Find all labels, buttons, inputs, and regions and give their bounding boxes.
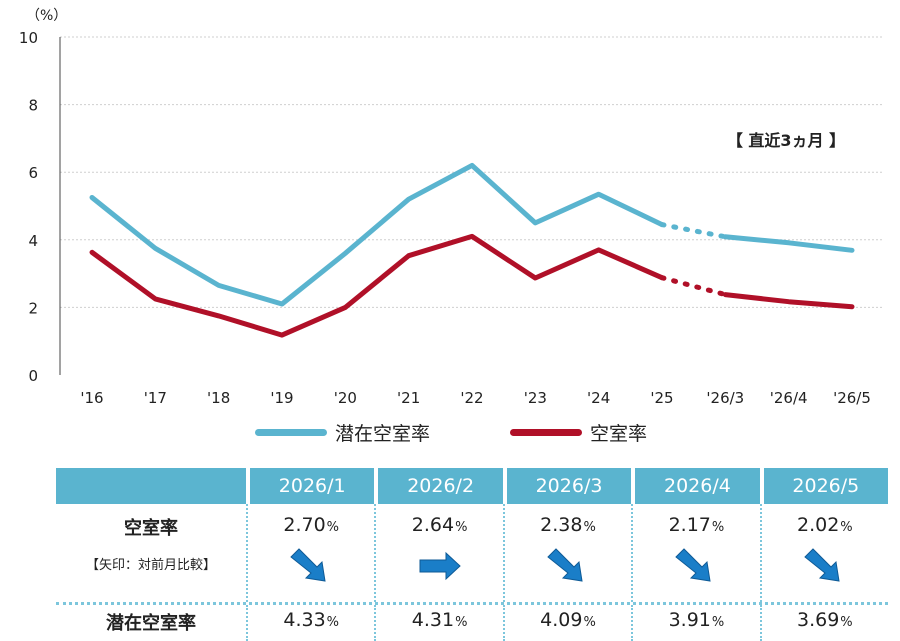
table-header-month: 2026/5: [763, 468, 889, 504]
vacancy-row-label-cell: 空室率 【矢印：対前月比較】: [56, 504, 246, 602]
potential-cell: 4.09%: [502, 605, 631, 641]
x-tick-label: '23: [524, 389, 547, 407]
y-unit-label: （%）: [26, 8, 67, 24]
trend-down-arrow-icon: [547, 548, 583, 582]
legend-label-vacancy: 空室率: [590, 422, 648, 445]
arrow-shape: [547, 548, 583, 582]
table-header-row: 2026/1 2026/2 2026/3 2026/4 2026/5: [56, 468, 889, 504]
series-line-dotted-1: [659, 275, 728, 298]
vacancy-cell: 2.70%: [246, 504, 374, 602]
legend-swatch-vacancy: [510, 428, 582, 436]
y-tick-label: 6: [28, 164, 38, 182]
vacancy-value: 2.70%: [283, 514, 340, 536]
series-line-recent-1: [722, 292, 855, 310]
x-tick-label: '25: [650, 389, 673, 407]
potential-row-label: 潜在空室率: [106, 613, 196, 634]
y-tick-label: 4: [28, 232, 38, 250]
series-line-annual-0: [89, 162, 665, 307]
potential-value: 3.69%: [796, 609, 853, 631]
potential-vacancy-row: 潜在空室率 4.33% 4.31% 4.09% 3.91% 3.69%: [56, 605, 888, 641]
potential-value: 4.33%: [283, 609, 340, 631]
series-line-annual-1: [89, 233, 665, 338]
arrow-note: 【矢印：対前月比較】: [85, 558, 216, 573]
x-tick-label: '18: [207, 389, 230, 407]
vacancy-row-label: 空室率: [124, 518, 178, 539]
series-line-dotted-0: [659, 222, 728, 240]
potential-cell: 4.33%: [246, 605, 374, 641]
vacancy-cell: 2.02%: [759, 504, 888, 602]
y-tick-label: 0: [28, 367, 38, 385]
trend-down-arrow-icon: [290, 548, 326, 582]
vacancy-cell: 2.17%: [631, 504, 759, 602]
arrow-shape: [290, 548, 326, 582]
arrow-shape: [675, 548, 712, 582]
table-header-month: 2026/3: [506, 468, 632, 504]
potential-value: 4.31%: [411, 609, 468, 631]
x-tick-label: '26/5: [833, 389, 871, 407]
monthly-vacancy-table: 2026/1 2026/2 2026/3 2026/4 2026/5 空室率 【…: [56, 468, 889, 641]
vacancy-value: 2.38%: [540, 514, 596, 536]
vacancy-cell: 2.38%: [502, 504, 631, 602]
table-header-month: 2026/4: [635, 468, 760, 504]
legend-potential-vacancy: 潜在空室率: [255, 419, 430, 445]
x-tick-label: '26/4: [770, 389, 808, 407]
y-tick-label: 2: [28, 299, 38, 317]
arrow-shape: [419, 551, 461, 581]
legend-swatch-potential: [255, 428, 327, 436]
series-line-recent-0: [722, 234, 855, 253]
vacancy-value: 2.17%: [668, 514, 725, 536]
x-tick-label: '16: [80, 389, 103, 407]
x-tick-label: '19: [270, 389, 293, 407]
vacancy-line-chart: 0 2 4 6 8 10 （%） '16 '17 '18 '19 '20 '21 '22 '23 '24 '25…: [19, 8, 884, 407]
recent-months-annotation: 【 直近3ヵ月 】: [727, 131, 845, 150]
potential-cell: 3.91%: [631, 605, 759, 641]
trend-down-arrow-icon: [675, 548, 712, 582]
x-tick-label: '21: [397, 389, 420, 407]
y-tick-label: 10: [19, 29, 38, 47]
arrow-shape: [804, 548, 840, 582]
legend-vacancy: 空室率: [510, 419, 647, 445]
legend-label-potential: 潜在空室率: [335, 422, 431, 445]
vacancy-value: 2.02%: [796, 514, 853, 536]
potential-value: 4.09%: [540, 609, 596, 631]
trend-down-arrow-icon: [804, 548, 840, 582]
x-tick-label: '17: [144, 389, 167, 407]
vacancy-value: 2.64%: [411, 514, 468, 536]
x-tick-label: '22: [460, 389, 483, 407]
table-header-month: 2026/1: [250, 468, 375, 504]
trend-flat-arrow-icon: [419, 551, 461, 581]
potential-cell: 3.69%: [759, 605, 888, 641]
x-tick-label: '24: [587, 389, 610, 407]
potential-row-label-cell: 潜在空室率: [56, 605, 246, 641]
row-separator: [56, 602, 888, 605]
table-header-month: 2026/2: [378, 468, 503, 504]
x-tick-label: '26/3: [706, 389, 744, 407]
table-header-blank: [56, 468, 246, 504]
vacancy-rate-row: 空室率 【矢印：対前月比較】 2.70% 2.64% 2.38% 2.17% 2…: [56, 504, 888, 602]
x-tick-label: '20: [334, 389, 357, 407]
vacancy-cell: 2.64%: [374, 504, 502, 602]
potential-value: 3.91%: [668, 609, 725, 631]
potential-cell: 4.31%: [374, 605, 502, 641]
y-tick-label: 8: [28, 97, 38, 115]
